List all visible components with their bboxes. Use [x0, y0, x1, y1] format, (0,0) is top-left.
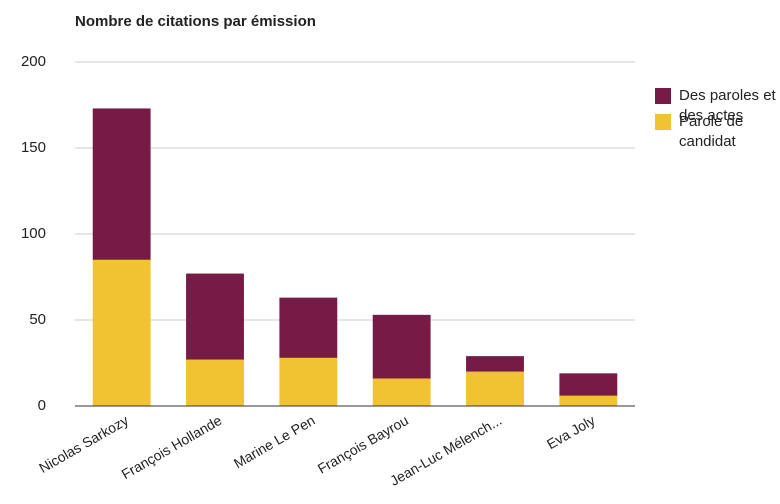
- legend-swatch: [655, 114, 671, 130]
- bar-segment: [186, 359, 244, 406]
- bar-segment: [279, 357, 338, 406]
- bar-segment: [186, 273, 244, 360]
- legend-label: Parole de candidat: [679, 113, 744, 150]
- x-tick-label: Marine Le Pen: [231, 412, 318, 471]
- legend-label: Des paroles et des actes: [679, 87, 776, 124]
- bar-segment: [92, 259, 151, 406]
- y-tick-label: 150: [21, 139, 46, 156]
- bar-segment: [372, 378, 431, 406]
- y-tick-label: 0: [38, 397, 46, 414]
- x-tick-label: Nicolas Sarkozy: [36, 412, 131, 476]
- bar-segment: [279, 297, 338, 358]
- bar-segment: [559, 373, 618, 396]
- bar-segment: [466, 356, 524, 372]
- bar-segment: [372, 314, 431, 379]
- y-tick-label: 100: [21, 225, 46, 242]
- bar-segment: [466, 371, 524, 406]
- legend-item: Parole de candidat: [652, 112, 780, 152]
- y-tick-label: 50: [29, 311, 46, 328]
- legend-swatch: [655, 88, 671, 104]
- x-tick-label: François Bayrou: [315, 412, 411, 477]
- bar-segment: [559, 395, 618, 406]
- x-tick-label: Eva Joly: [544, 412, 598, 452]
- x-tick-label: François Hollande: [119, 412, 225, 482]
- y-tick-label: 200: [21, 53, 46, 70]
- chart-title: Nombre de citations par émission: [75, 13, 316, 30]
- bar-segment: [92, 108, 151, 260]
- legend-item: Des paroles et des actes: [652, 86, 780, 126]
